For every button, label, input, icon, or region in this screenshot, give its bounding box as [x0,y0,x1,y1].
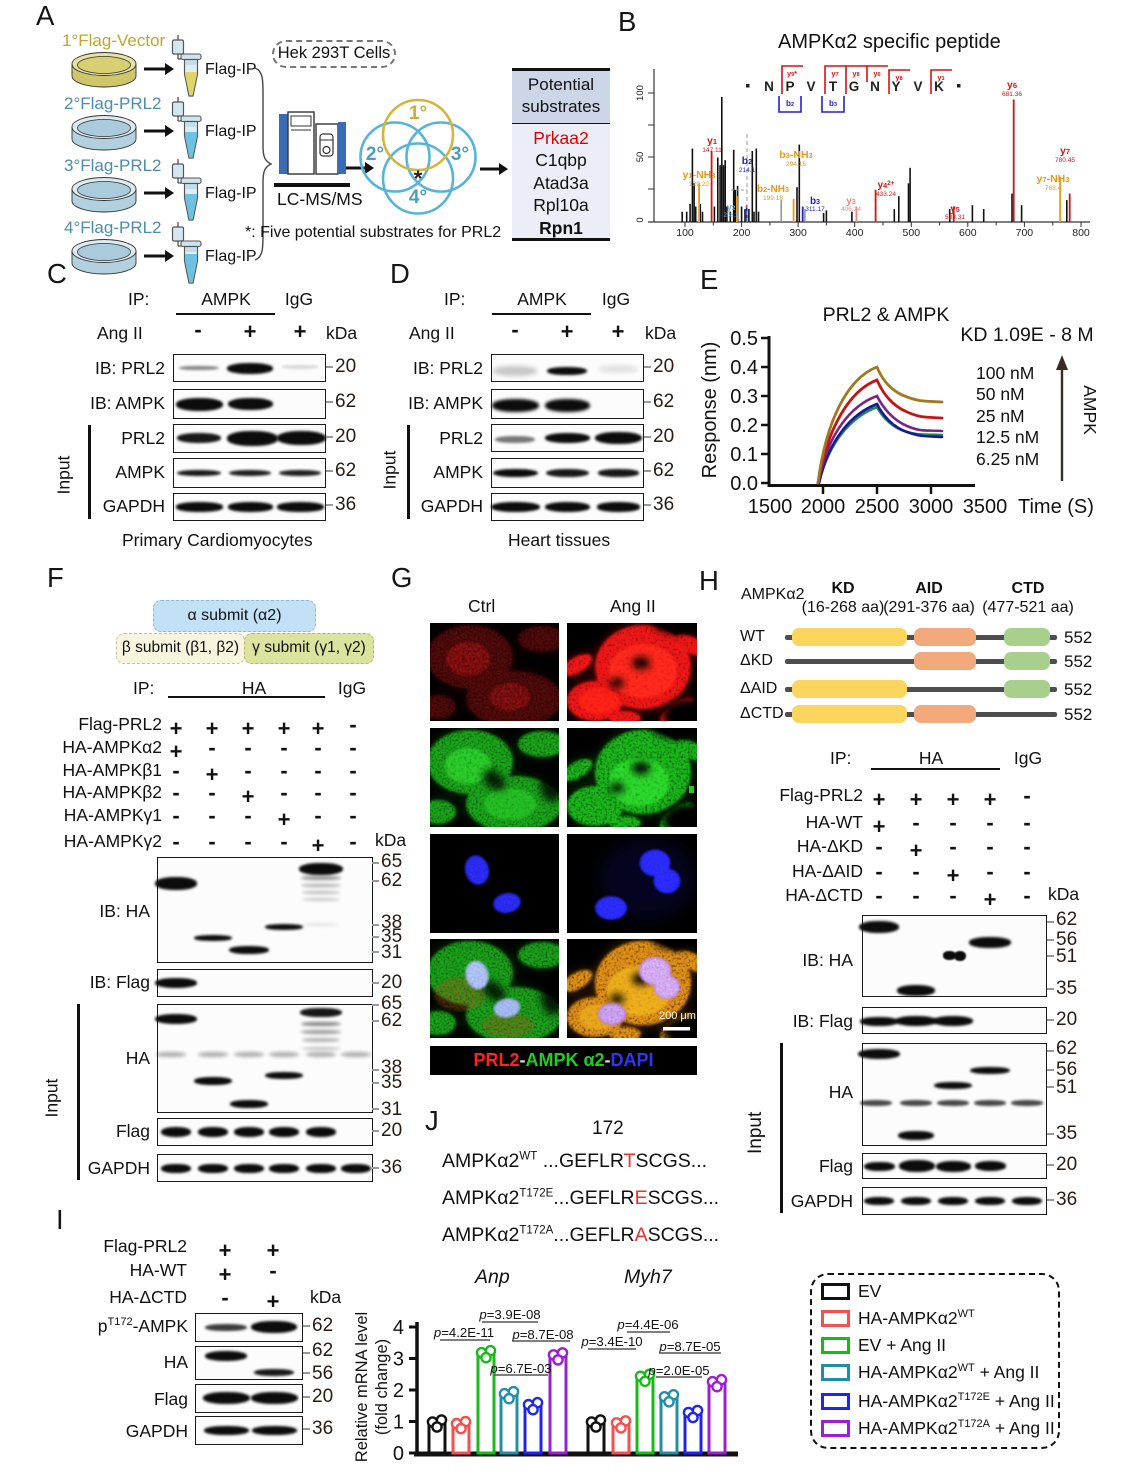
svg-text:b2: b2 [742,155,753,167]
svg-text:200 μm: 200 μm [659,1010,696,1022]
svg-text:y1-NH3: y1-NH3 [683,169,716,181]
svg-text:y7: y7 [831,69,838,78]
svg-text:p=2.0E-05: p=2.0E-05 [647,1363,709,1378]
svg-text:200: 200 [733,227,751,239]
svg-text:258.1: 258.1 [723,213,739,219]
svg-text:b3: b3 [829,99,837,108]
svg-text:y3: y3 [846,196,856,207]
svg-text:129.22: 129.22 [689,181,709,188]
svg-text:214.1: 214.1 [739,167,756,174]
svg-text:0.0: 0.0 [730,473,758,495]
svg-text:300: 300 [789,227,807,239]
svg-text:0.2: 0.2 [730,415,758,437]
svg-text:147.11: 147.11 [702,147,722,154]
svg-text:y7: y7 [1060,145,1070,157]
svg-text:Response (nm): Response (nm) [700,342,721,479]
svg-text:y8: y8 [895,73,902,82]
svg-text:100 nM: 100 nM [976,363,1034,383]
svg-text:p=8.7E-08: p=8.7E-08 [511,1327,573,1342]
svg-text:V: V [913,79,922,94]
svg-text:2°: 2° [366,144,384,165]
svg-text:763.4: 763.4 [1045,185,1062,192]
svg-text:583.31: 583.31 [945,214,965,221]
svg-text:25 nM: 25 nM [976,406,1025,426]
svg-text:1500: 1500 [748,496,793,518]
svg-text:0.3: 0.3 [730,386,758,408]
svg-text:N: N [764,79,774,94]
svg-text:b2: b2 [786,99,794,108]
svg-text:KD 1.09E - 8 M: KD 1.09E - 8 M [960,324,1093,346]
svg-text:y6: y6 [1007,79,1017,91]
svg-text:50: 50 [635,152,646,163]
svg-text:y5: y5 [950,204,960,215]
svg-text:y1: y1 [707,135,717,147]
svg-text:1: 1 [393,1412,404,1434]
svg-text:199.18: 199.18 [763,195,783,202]
svg-text:G: G [849,79,860,94]
svg-text:AMPK: AMPK [1080,385,1100,435]
svg-text:y42+: y42+ [878,180,895,191]
svg-text:b3-NH3: b3-NH3 [779,149,813,161]
svg-text:N: N [870,79,880,94]
svg-text:681.36: 681.36 [1002,91,1022,98]
svg-text:y1: y1 [937,73,944,82]
svg-text:1°: 1° [409,103,427,124]
svg-text:p=6.7E-03: p=6.7E-03 [489,1361,551,1376]
svg-text:294.16: 294.16 [786,161,806,168]
svg-text:400: 400 [846,227,864,239]
svg-text:2: 2 [393,1380,404,1402]
svg-text:y6: y6 [873,69,880,78]
svg-text:100: 100 [676,227,694,239]
svg-text:p=4.4E-06: p=4.4E-06 [616,1317,678,1332]
svg-text:p=4.2E-11: p=4.2E-11 [433,1325,494,1340]
svg-text:800: 800 [1072,227,1090,239]
svg-text:0: 0 [393,1443,404,1465]
svg-text:y2: y2 [727,202,736,212]
svg-text:3°: 3° [451,144,469,165]
svg-text:2500: 2500 [855,496,900,518]
svg-text:6.25 nM: 6.25 nM [976,449,1039,469]
svg-text:100: 100 [635,85,646,101]
svg-text:T: T [829,79,838,94]
svg-text:p=3.9E-08: p=3.9E-08 [478,1307,540,1322]
svg-text:b2-NH3: b2-NH3 [757,184,789,195]
svg-text:0: 0 [635,217,646,222]
svg-text:*: * [414,166,423,191]
svg-text:311.17: 311.17 [805,206,825,213]
svg-text:b3: b3 [810,196,820,207]
svg-text:433.24: 433.24 [876,191,896,198]
svg-text:780.45: 780.45 [1055,157,1075,164]
svg-text:0.5: 0.5 [730,328,758,350]
svg-text:4: 4 [393,1317,404,1339]
svg-text:2000: 2000 [801,496,846,518]
svg-text:p=3.4E-10: p=3.4E-10 [580,1334,642,1349]
svg-text:406.24: 406.24 [841,206,861,213]
svg-text:12.5 nM: 12.5 nM [976,427,1039,447]
svg-text:0.4: 0.4 [730,357,758,379]
svg-text:4°: 4° [409,187,427,208]
svg-text:700: 700 [1016,227,1034,239]
svg-text:y7-NH3: y7-NH3 [1037,173,1070,185]
svg-text:P: P [785,79,794,94]
svg-text:0.1: 0.1 [730,444,758,466]
svg-text:Time (S): Time (S) [1018,496,1094,518]
svg-text:500: 500 [903,227,921,239]
svg-text:3: 3 [393,1349,404,1371]
svg-text:3500: 3500 [963,496,1008,518]
svg-text:3000: 3000 [909,496,954,518]
svg-text:PRL2 & AMPK: PRL2 & AMPK [823,304,950,326]
svg-text:Y: Y [891,79,900,94]
svg-text:600: 600 [959,227,977,239]
svg-text:y9*: y9* [787,69,797,78]
svg-text:y8: y8 [852,69,859,78]
svg-text:V: V [806,79,815,94]
svg-text:K: K [934,79,944,94]
svg-text:p=8.7E-05: p=8.7E-05 [658,1339,720,1354]
svg-text:50 nM: 50 nM [976,384,1025,404]
